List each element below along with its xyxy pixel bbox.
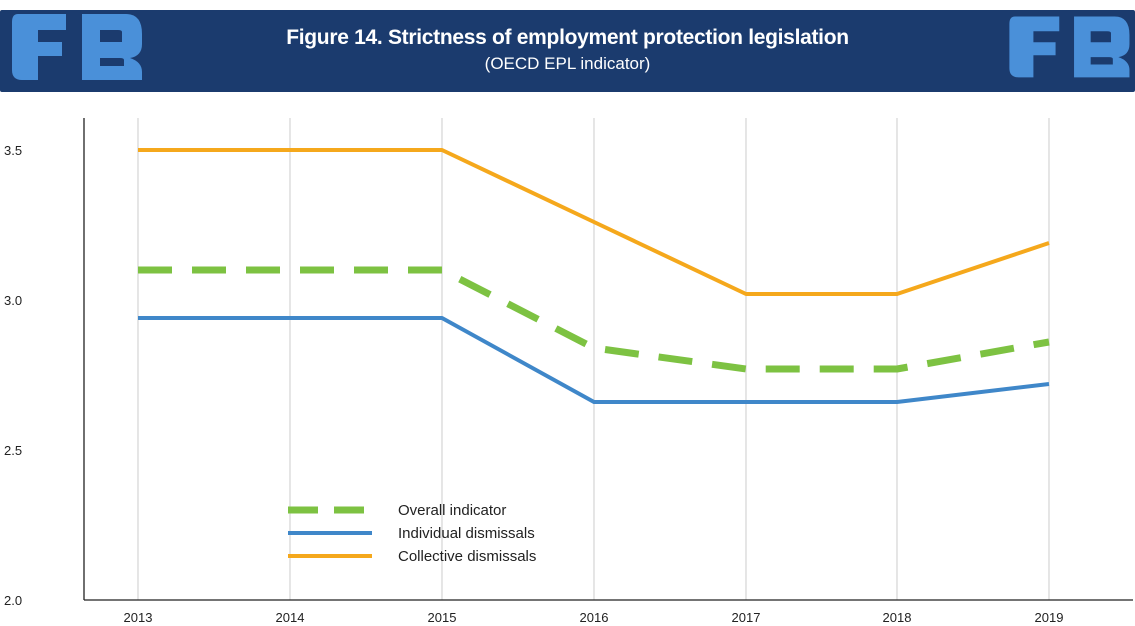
x-tick-label: 2015 bbox=[428, 610, 457, 625]
eu-emblem-icon bbox=[12, 14, 142, 80]
x-tick-label: 2019 bbox=[1035, 610, 1064, 625]
x-tick-label: 2014 bbox=[276, 610, 305, 625]
x-tick-label: 2013 bbox=[124, 610, 153, 625]
eu-emblem-icon bbox=[1009, 16, 1130, 78]
figure-header: Figure 14. Strictness of employment prot… bbox=[0, 10, 1135, 92]
legend-label: Collective dismissals bbox=[398, 548, 536, 565]
series-line-collective-dismissals bbox=[138, 148, 1050, 296]
x-tick-label: 2016 bbox=[580, 610, 609, 625]
x-tick-label: 2018 bbox=[883, 610, 912, 625]
legend-label: Individual dismissals bbox=[398, 525, 535, 542]
y-tick-label: 2.0 bbox=[4, 593, 22, 608]
figure-subtitle: (OECD EPL indicator) bbox=[484, 54, 651, 73]
series-line-overall-indicator bbox=[138, 266, 1050, 373]
x-tick-label: 2017 bbox=[732, 610, 761, 625]
series-line-individual-dismissals bbox=[138, 316, 1050, 404]
y-tick-label: 3.5 bbox=[4, 143, 22, 158]
y-tick-label: 2.5 bbox=[4, 443, 22, 458]
figure-title: Figure 14. Strictness of employment prot… bbox=[286, 26, 849, 49]
y-tick-label: 3.0 bbox=[4, 293, 22, 308]
legend-label: Overall indicator bbox=[398, 502, 506, 519]
